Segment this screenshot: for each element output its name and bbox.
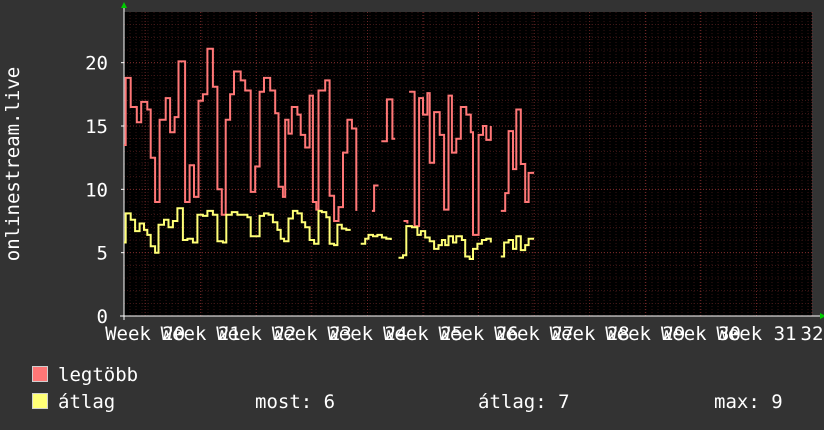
y-tick-label: 0 xyxy=(97,306,108,328)
series-line-atlag xyxy=(360,233,392,245)
y-tick-label: 10 xyxy=(85,179,108,201)
x-tick-label: Week 29 xyxy=(605,323,685,345)
y-tick-label: 5 xyxy=(97,243,108,265)
series-line-atlag xyxy=(124,207,351,254)
series-line-legtobb xyxy=(124,47,358,222)
series-line-atlag xyxy=(398,225,492,260)
y-tick-label: 20 xyxy=(85,53,108,75)
x-tick-label: Week 25 xyxy=(383,323,463,345)
legend-swatch-atlag xyxy=(32,393,48,409)
series-line-legtobb xyxy=(371,184,379,212)
legend-label: legtöbb xyxy=(58,364,139,386)
stat-atlag: átlag: 7 xyxy=(478,391,570,413)
x-tick-label: Week 27 xyxy=(494,323,574,345)
x-tick-label: Week 20 xyxy=(105,323,185,345)
x-tick-label: Week 30 xyxy=(661,323,741,345)
plot-area xyxy=(124,12,812,316)
stat-max: max: 9 xyxy=(714,391,783,413)
x-tick-label: Week 22 xyxy=(216,323,296,345)
x-tick-label: 32 xyxy=(801,323,824,345)
x-tick-label: Week 21 xyxy=(161,323,241,345)
x-tick-label: Week 23 xyxy=(272,323,352,345)
legend-label: átlag xyxy=(58,391,116,413)
stat-most: most: 6 xyxy=(255,391,336,413)
series-line-legtobb xyxy=(381,98,396,143)
x-axis-arrow xyxy=(820,313,824,319)
legend-entry-atlag: átlag xyxy=(32,391,115,413)
x-tick-label: Week 24 xyxy=(327,323,407,345)
series-line-legtobb xyxy=(500,108,535,212)
legend-swatch-legtobb xyxy=(32,366,48,382)
x-tick-label: Week 26 xyxy=(439,323,519,345)
x-tick-label: Week 28 xyxy=(550,323,630,345)
y-axis-arrow xyxy=(121,2,127,8)
y-tick-label: 15 xyxy=(85,116,108,138)
series-line-legtobb xyxy=(409,90,492,236)
series-line-atlag xyxy=(500,235,535,258)
series-line-legtobb xyxy=(403,220,409,224)
legend-entry-legtobb: legtöbb xyxy=(32,364,138,386)
y-axis-label: onlinestream.live xyxy=(2,67,24,261)
x-tick-label: Week 31 xyxy=(716,323,796,345)
